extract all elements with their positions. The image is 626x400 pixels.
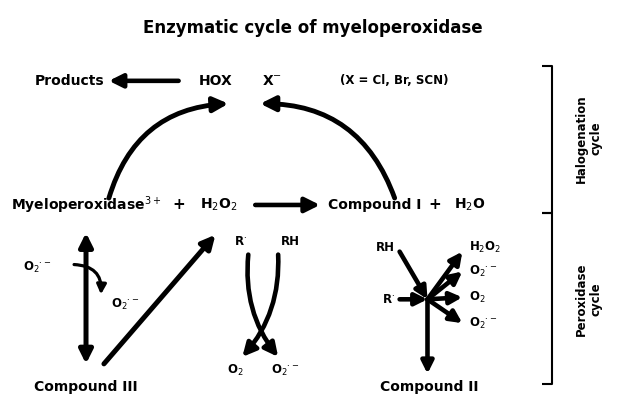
Text: O$_2$: O$_2$ [470,290,486,305]
Text: R$^{\cdot}$: R$^{\cdot}$ [234,235,247,248]
Text: H$_2$O$_2$: H$_2$O$_2$ [200,197,237,213]
Text: Compound I: Compound I [328,198,421,212]
Text: O$_2$$^{\cdot-}$: O$_2$$^{\cdot-}$ [470,264,498,279]
Text: R$^{\cdot}$: R$^{\cdot}$ [382,293,394,306]
Text: RH: RH [376,241,394,254]
Text: Myeloperoxidase$^{3+}$: Myeloperoxidase$^{3+}$ [11,194,162,216]
Text: +: + [428,198,441,212]
Text: Halogenation
cycle: Halogenation cycle [575,94,603,183]
Text: Products: Products [34,74,104,88]
Text: HOX: HOX [198,74,232,88]
Text: Peroxidase
cycle: Peroxidase cycle [575,262,603,336]
Text: O$_2$$^{\cdot-}$: O$_2$$^{\cdot-}$ [23,260,51,275]
Text: O$_2$: O$_2$ [227,363,244,378]
Text: Enzymatic cycle of myeloperoxidase: Enzymatic cycle of myeloperoxidase [143,19,483,37]
Text: +: + [172,198,185,212]
Text: Compound II: Compound II [380,380,479,394]
Text: H$_2$O$_2$: H$_2$O$_2$ [470,240,501,255]
Text: H$_2$O: H$_2$O [454,197,485,213]
Text: (X = Cl, Br, SCN): (X = Cl, Br, SCN) [341,74,449,87]
Text: O$_2$$^{\cdot-}$: O$_2$$^{\cdot-}$ [470,316,498,331]
Text: RH: RH [280,235,300,248]
Text: O$_2$$^{\cdot-}$: O$_2$$^{\cdot-}$ [111,297,139,312]
Text: Compound III: Compound III [34,380,138,394]
Text: X$^{-}$: X$^{-}$ [262,74,282,88]
Text: O$_2$$^{\cdot-}$: O$_2$$^{\cdot-}$ [271,363,299,378]
